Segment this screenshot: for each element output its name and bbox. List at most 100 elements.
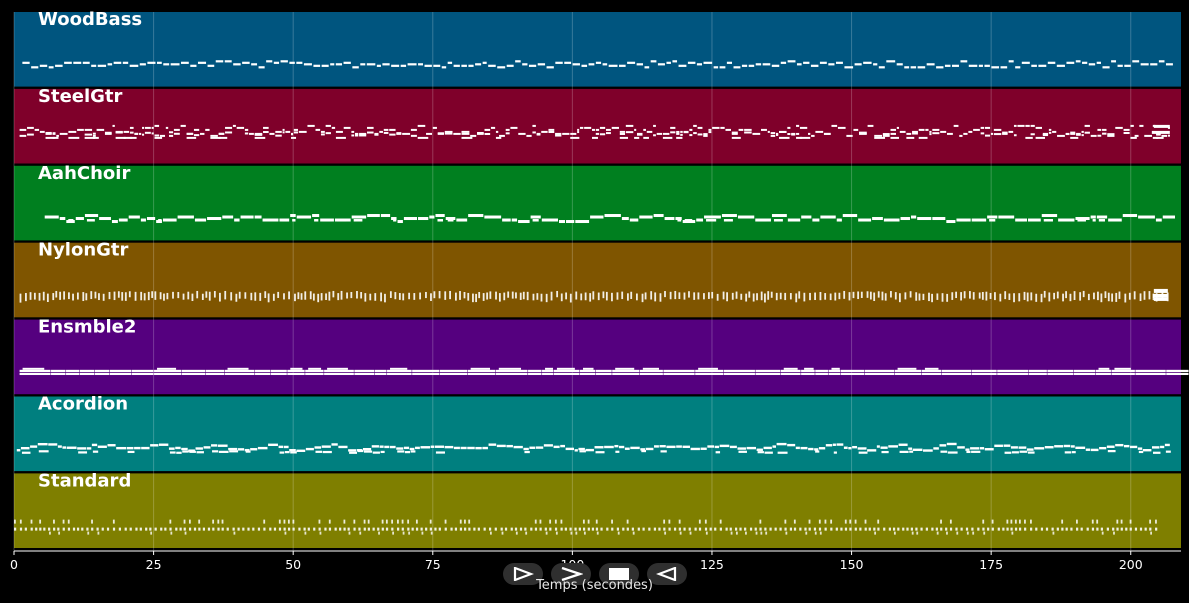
- note: [488, 64, 496, 67]
- note: [21, 451, 31, 454]
- note: [529, 446, 536, 449]
- note: [818, 527, 822, 531]
- note: [777, 451, 788, 454]
- note: [127, 450, 135, 454]
- note: [554, 519, 557, 524]
- note: [880, 446, 888, 449]
- note: [385, 519, 388, 524]
- note: [810, 64, 819, 67]
- note: [435, 451, 445, 454]
- note: [584, 126, 592, 129]
- note: [828, 372, 841, 376]
- fast-forward-button[interactable]: [551, 563, 591, 585]
- note: [459, 291, 461, 300]
- note: [207, 64, 215, 67]
- note: [387, 372, 412, 376]
- note: [933, 447, 939, 450]
- note: [496, 444, 506, 448]
- note: [430, 531, 433, 535]
- stop-button[interactable]: [599, 563, 639, 585]
- note: [170, 63, 180, 66]
- track-band-ensmble2: [14, 319, 1181, 395]
- note: [915, 527, 918, 531]
- note: [27, 126, 34, 129]
- note: [254, 136, 266, 139]
- note: [417, 124, 426, 127]
- note: [245, 450, 251, 453]
- note: [182, 450, 189, 453]
- note: [779, 130, 787, 133]
- play-button[interactable]: [503, 563, 543, 585]
- note: [351, 130, 355, 133]
- note: [745, 293, 748, 302]
- note: [193, 527, 197, 531]
- note: [820, 215, 836, 219]
- note: [924, 367, 939, 370]
- note: [444, 132, 453, 135]
- note: [621, 217, 629, 221]
- note: [874, 134, 883, 137]
- x-tick-label: 150: [840, 557, 864, 572]
- note: [697, 133, 703, 136]
- rewind-button[interactable]: [647, 563, 687, 585]
- note: [175, 446, 181, 450]
- note: [611, 292, 613, 302]
- note: [894, 369, 922, 373]
- note: [805, 531, 808, 535]
- stop-icon: [609, 568, 629, 580]
- note: [585, 448, 594, 452]
- note: [154, 136, 163, 139]
- note: [181, 447, 188, 451]
- note: [689, 134, 693, 137]
- note: [478, 292, 481, 299]
- note: [90, 291, 93, 300]
- note: [1041, 214, 1058, 218]
- note: [640, 448, 646, 451]
- note: [951, 292, 954, 300]
- track-notes-steelgtr: [19, 124, 1170, 139]
- note: [518, 220, 530, 224]
- note: [560, 519, 563, 524]
- note: [391, 527, 394, 531]
- note: [109, 369, 132, 373]
- x-tick-label: 25: [146, 557, 162, 572]
- note: [941, 293, 944, 302]
- note: [468, 64, 474, 67]
- note: [78, 451, 88, 454]
- note: [1096, 215, 1108, 219]
- note: [401, 527, 404, 531]
- note: [556, 367, 575, 370]
- note: [1167, 134, 1170, 137]
- note: [404, 451, 411, 454]
- note: [97, 445, 107, 448]
- note: [225, 131, 233, 134]
- note: [1040, 293, 1043, 303]
- note: [843, 446, 848, 449]
- note: [325, 132, 331, 135]
- note: [714, 445, 720, 449]
- note: [121, 292, 124, 301]
- note: [965, 527, 969, 531]
- note: [76, 292, 79, 300]
- note: [791, 133, 796, 136]
- note: [958, 219, 967, 222]
- note: [272, 293, 275, 301]
- note: [304, 291, 307, 300]
- note: [714, 527, 717, 531]
- note: [595, 61, 602, 64]
- note: [303, 63, 312, 66]
- note: [801, 369, 815, 373]
- note: [328, 519, 331, 524]
- note: [439, 372, 468, 376]
- note: [848, 292, 851, 301]
- note: [156, 61, 162, 64]
- note: [890, 136, 899, 139]
- note: [703, 293, 705, 300]
- note: [789, 527, 793, 531]
- note: [779, 136, 790, 139]
- note: [510, 126, 518, 129]
- note: [183, 527, 186, 531]
- note: [14, 527, 17, 531]
- note: [224, 369, 255, 373]
- note: [1061, 519, 1064, 524]
